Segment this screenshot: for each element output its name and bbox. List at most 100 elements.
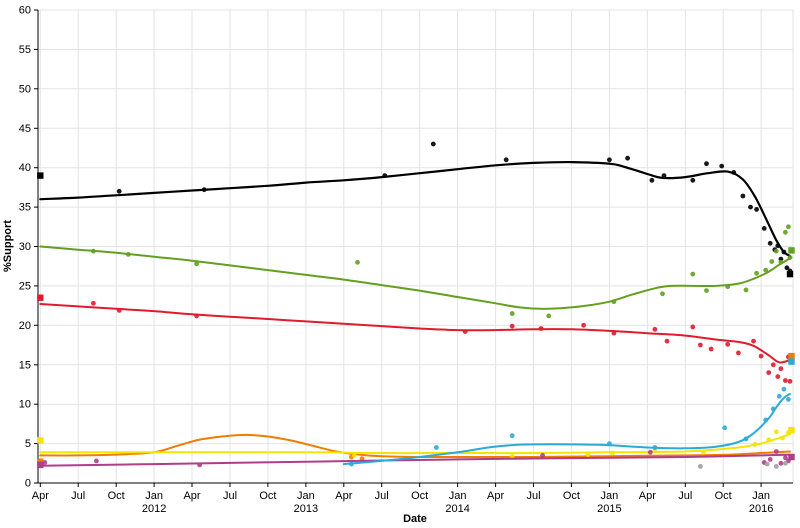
scatter-point-green — [690, 271, 696, 277]
y-tick-label: 45 — [19, 123, 31, 135]
scatter-point-red — [698, 342, 703, 348]
scatter-point-green — [763, 267, 769, 273]
result-marker-magenta — [37, 461, 44, 469]
scatter-point-black — [607, 157, 612, 163]
scatter-point-green — [773, 248, 779, 254]
scatter-point-yellow — [509, 453, 515, 459]
x-tick-label: Jan — [601, 490, 619, 502]
scatter-point-black — [661, 173, 667, 179]
scatter-point-red — [690, 324, 696, 330]
x-tick-label: Jul — [678, 490, 692, 502]
y-tick-label: 10 — [19, 399, 31, 411]
scatter-point-red — [91, 300, 96, 306]
scatter-point-green — [783, 229, 788, 235]
x-tick-label: Apr — [335, 490, 352, 502]
x-tick-label: Apr — [32, 490, 49, 502]
scatter-point-green — [704, 288, 709, 293]
trend-line-magenta — [39, 453, 791, 467]
scatter-point-red — [751, 338, 756, 344]
x-year-label: 2012 — [142, 503, 166, 515]
scatter-point-green — [194, 261, 200, 267]
scatter-point-magenta — [647, 449, 653, 455]
y-tick-label: 0 — [25, 478, 31, 490]
scatter-point-black — [430, 141, 436, 147]
scatter-point-gray — [773, 464, 779, 469]
x-tick-label: Jan — [449, 490, 467, 502]
result-marker-black — [37, 172, 44, 179]
x-tick-label: Apr — [183, 490, 200, 502]
y-tick-label: 5 — [25, 438, 31, 450]
scatter-point-yellow — [352, 453, 357, 458]
scatter-point-green — [769, 259, 775, 264]
scatter-point-yellow — [773, 429, 779, 435]
x-tick-label: Jul — [526, 490, 540, 502]
scatter-point-red — [708, 346, 714, 352]
scatter-point-black — [690, 177, 696, 183]
x-axis-title: Date — [403, 513, 427, 525]
scatter-point-black — [704, 161, 709, 167]
y-tick-label: 60 — [19, 5, 31, 17]
scatter-point-red — [766, 370, 772, 375]
x-tick-label: Oct — [259, 490, 276, 502]
scatter-point-red — [778, 366, 784, 372]
scatter-point-cyan — [722, 425, 728, 431]
scatter-point-red — [664, 338, 670, 344]
scatter-point-black — [503, 157, 509, 163]
result-marker-yellow — [788, 427, 795, 434]
y-tick-label: 15 — [19, 359, 31, 371]
scatter-point-magenta — [783, 455, 788, 461]
result-marker-cyan — [788, 358, 795, 365]
scatter-point-red — [770, 362, 776, 368]
scatter-point-red — [758, 353, 764, 359]
scatter-point-black — [649, 177, 655, 183]
grid-layer — [38, 9, 794, 483]
x-tick-label: Jul — [71, 490, 85, 502]
scatter-point-magenta — [42, 460, 48, 465]
scatter-point-cyan — [776, 393, 782, 399]
y-tick-label: 25 — [19, 280, 31, 292]
scatter-point-magenta — [94, 458, 99, 464]
scatter-point-magenta — [773, 449, 779, 454]
scatter-point-magenta — [767, 457, 773, 462]
scatter-point-cyan — [434, 445, 439, 450]
scatter-point-green — [660, 291, 665, 297]
scatter-point-gray — [783, 460, 788, 466]
series-layer — [37, 141, 795, 469]
scatter-point-black — [625, 155, 630, 161]
scatter-point-black — [784, 265, 790, 271]
y-axis-title: %Support — [2, 220, 14, 272]
scatter-point-red — [652, 326, 658, 332]
x-tick-label: Jan — [752, 490, 770, 502]
result-marker-black — [786, 270, 794, 278]
scatter-point-red — [775, 374, 781, 379]
scatter-point-green — [754, 270, 759, 276]
y-tick-label: 30 — [19, 241, 31, 253]
scatter-point-orange — [359, 456, 365, 461]
result-marker-green — [788, 247, 795, 254]
scatter-point-red — [787, 378, 793, 384]
result-marker-red — [37, 294, 44, 301]
scatter-point-red — [783, 378, 788, 383]
scatter-point-cyan — [786, 397, 791, 402]
x-tick-label: Apr — [487, 490, 504, 502]
x-tick-label: Apr — [639, 490, 656, 502]
x-tick-label: Jan — [297, 490, 315, 502]
x-tick-label: Oct — [411, 490, 428, 502]
x-tick-label: Jul — [375, 490, 389, 502]
x-tick-label: Jul — [223, 490, 237, 502]
x-year-label: 2015 — [597, 503, 621, 515]
trend-line-orange — [39, 433, 791, 459]
scatter-point-black — [719, 163, 725, 169]
scatter-point-black — [748, 204, 753, 210]
scatter-point-magenta — [540, 453, 545, 458]
scatter-point-black — [761, 226, 767, 231]
axis-labels: %Support Date — [2, 220, 427, 525]
x-tick-label: Oct — [108, 490, 125, 502]
scatter-point-red — [725, 341, 731, 347]
scatter-point-black — [740, 193, 746, 199]
scatter-point-red — [736, 350, 741, 356]
result-marker-yellow — [37, 437, 44, 444]
scatter-point-red — [581, 322, 586, 328]
y-tick-label: 50 — [19, 83, 31, 95]
